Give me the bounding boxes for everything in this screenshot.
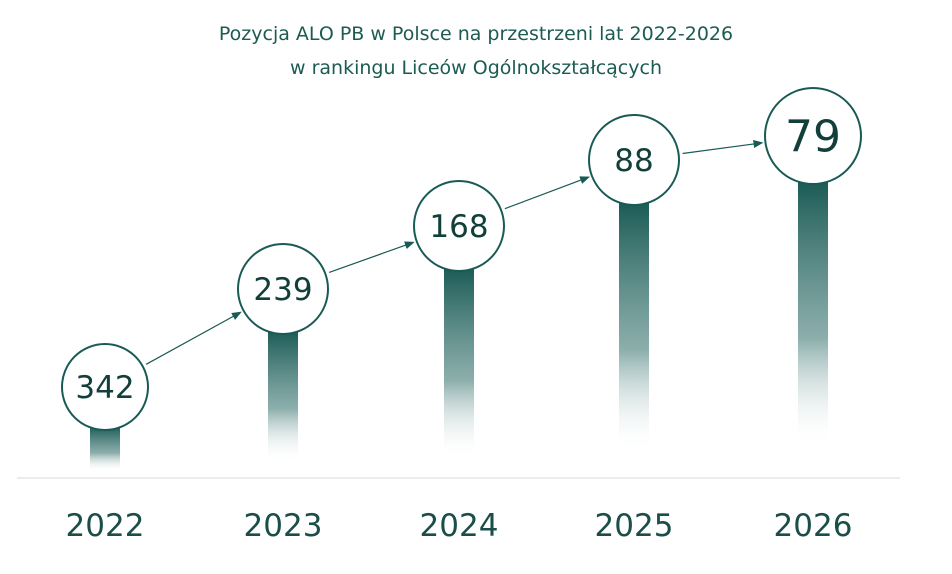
trend-arrow-2025-2026 [682, 140, 764, 155]
year-label-2025: 2025 [595, 508, 674, 544]
ranking-bar-2024 [444, 267, 474, 456]
value-label-2023: 239 [253, 272, 312, 308]
value-label-2024: 168 [429, 209, 488, 245]
year-label-2023: 2023 [244, 508, 323, 544]
trend-arrow-2023-2024 [328, 241, 415, 274]
year-label-2024: 2024 [420, 508, 499, 544]
value-label-2026: 79 [785, 111, 841, 162]
chart-title: Pozycja ALO PB w Polsce na przestrzeni l… [219, 23, 733, 45]
value-circle-2026 [764, 87, 862, 185]
value-circle-2024 [413, 180, 505, 272]
value-label-2025: 88 [614, 143, 653, 179]
ranking-bar-2025 [619, 201, 649, 449]
value-circle-2025 [588, 114, 680, 206]
value-markers-layer [61, 87, 862, 431]
value-circle-2022 [61, 343, 149, 431]
trend-arrow-2022-2023 [145, 311, 242, 365]
year-labels-layer: 2022 2023 2024 2025 2026 [66, 508, 853, 544]
value-label-2022: 342 [75, 370, 134, 406]
trend-arrow-2024-2025 [504, 176, 591, 210]
ranking-bar-2022 [90, 426, 120, 471]
ranking-bar-2026 [798, 180, 828, 444]
value-labels-layer: 342 239 168 88 79 [75, 111, 841, 405]
chart-subtitle: w rankingu Liceów Ogólnokształcących [290, 57, 662, 79]
bars-layer [90, 180, 828, 471]
ranking-bar-2023 [268, 330, 298, 461]
value-circle-2023 [237, 243, 329, 335]
year-label-2026: 2026 [774, 508, 853, 544]
year-label-2022: 2022 [66, 508, 145, 544]
trend-arrows-layer [145, 140, 764, 365]
